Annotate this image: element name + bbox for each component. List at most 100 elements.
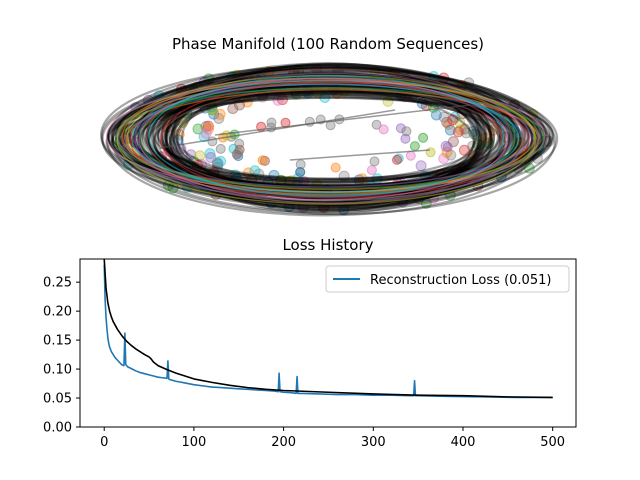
legend-box xyxy=(325,265,570,293)
manifold-marker xyxy=(415,160,427,172)
x-tick-label: 400 xyxy=(451,435,476,450)
y-tick-label: 0.25 xyxy=(43,276,72,291)
manifold-marker xyxy=(204,148,216,160)
manifold-marker xyxy=(447,114,459,126)
manifold-colored-trajectory xyxy=(108,77,540,196)
manifold-inner-marker xyxy=(257,155,268,166)
manifold-marker xyxy=(229,169,241,181)
manifold-trajectory xyxy=(164,71,483,204)
manifold-trajectory xyxy=(122,65,543,209)
manifold-marker xyxy=(227,103,239,115)
manifold-marker xyxy=(200,127,212,139)
manifold-trajectory xyxy=(175,90,493,184)
manifold-chord xyxy=(214,104,471,136)
manifold-inner-marker xyxy=(207,136,218,147)
loss-legend: Reconstruction Loss (0.051) xyxy=(325,265,570,293)
manifold-inner-marker xyxy=(221,130,232,141)
manifold-inner-marker xyxy=(425,147,436,158)
manifold-marker xyxy=(452,126,464,138)
manifold-marker xyxy=(192,160,203,171)
manifold-marker xyxy=(215,155,227,167)
manifold-marker xyxy=(458,144,470,156)
manifold-inner-marker xyxy=(418,132,429,143)
manifold-inner-marker xyxy=(215,143,226,154)
phase-manifold-plot xyxy=(100,62,559,217)
manifold-trajectory xyxy=(110,96,552,188)
manifold-inner-marker xyxy=(330,162,341,173)
y-tick-label: 0.05 xyxy=(43,392,72,407)
manifold-trajectory xyxy=(161,93,494,184)
manifold-marker xyxy=(460,127,472,139)
manifold-marker xyxy=(177,117,189,128)
manifold-chord xyxy=(159,109,396,149)
x-tick-label: 100 xyxy=(181,435,206,450)
series-line-reconstruction-loss xyxy=(103,264,553,399)
x-tick-label: 300 xyxy=(361,435,386,450)
loss-y-ticks: 0.00 0.05 0.10 0.15 0.20 0.25 xyxy=(43,276,80,436)
manifold-inner-marker xyxy=(369,156,380,167)
manifold-marker xyxy=(338,170,350,182)
manifold-marker xyxy=(472,151,484,163)
manifold-trajectory xyxy=(157,90,486,182)
manifold-trajectory xyxy=(165,62,493,215)
manifold-marker xyxy=(167,182,179,194)
manifold-colored-trajectory xyxy=(138,78,509,201)
manifold-marker xyxy=(531,152,543,164)
loss-axes-frame xyxy=(79,258,577,428)
manifold-chord xyxy=(289,149,431,161)
manifold-marker xyxy=(480,132,491,144)
manifold-marker xyxy=(382,95,394,107)
manifold-trajectory xyxy=(151,67,493,204)
manifold-colored-trajectory xyxy=(146,68,512,205)
manifold-marker xyxy=(456,108,468,120)
y-tick-label: 0.00 xyxy=(43,421,72,436)
manifold-marker xyxy=(356,173,368,185)
manifold-marker xyxy=(416,98,428,109)
loss-x-ticks: 0 100 200 300 400 500 xyxy=(100,427,565,450)
manifold-colored-trajectory xyxy=(148,75,505,198)
y-tick-label: 0.10 xyxy=(43,363,72,378)
manifold-marker xyxy=(206,103,218,115)
manifold-marker xyxy=(243,167,254,179)
manifold-marker xyxy=(185,149,197,161)
manifold-inner-marker xyxy=(395,123,406,134)
manifold-marker xyxy=(438,72,450,84)
series-line-smoothed-loss xyxy=(103,259,553,399)
manifold-inner-marker xyxy=(442,142,453,152)
manifold-trajectory xyxy=(170,63,481,213)
manifold-inner-marker xyxy=(401,126,412,137)
manifold-marker xyxy=(234,99,245,111)
manifold-trajectory xyxy=(128,85,515,184)
manifold-marker xyxy=(469,128,481,140)
manifold-inner-marker xyxy=(409,141,420,152)
manifold-inner-marker xyxy=(233,147,244,158)
manifold-colored-trajectory xyxy=(131,83,520,194)
manifold-inner-marker xyxy=(405,150,416,161)
manifold-title: Phase Manifold (100 Random Sequences) xyxy=(172,35,484,53)
loss-series-lines xyxy=(103,259,553,399)
manifold-inner-marker xyxy=(295,167,306,177)
legend-label-reconstruction-loss: Reconstruction Loss (0.051) xyxy=(370,273,551,288)
manifold-inner-marker xyxy=(378,124,389,135)
x-tick-label: 200 xyxy=(271,435,296,450)
manifold-colored-trajectory xyxy=(115,87,545,190)
x-tick-label: 500 xyxy=(540,435,565,450)
manifold-marker xyxy=(441,116,453,128)
x-tick-label: 0 xyxy=(100,435,108,450)
y-tick-label: 0.15 xyxy=(43,334,72,349)
manifold-inner-marker xyxy=(234,144,245,155)
manifold-marker xyxy=(272,94,284,106)
y-tick-label: 0.20 xyxy=(43,305,72,320)
manifold-inner-marker xyxy=(392,154,402,165)
manifold-inner-marker xyxy=(400,133,411,144)
manifold-inner-marker xyxy=(366,165,377,176)
manifold-marker xyxy=(292,172,304,184)
manifold-marker xyxy=(463,77,475,89)
loss-title: Loss History xyxy=(282,236,373,254)
manifold-marker xyxy=(523,162,535,174)
manifold-trajectory xyxy=(170,64,487,209)
manifold-marker xyxy=(286,175,297,187)
manifold-marker xyxy=(371,173,383,185)
manifold-inner-marker xyxy=(266,117,277,128)
